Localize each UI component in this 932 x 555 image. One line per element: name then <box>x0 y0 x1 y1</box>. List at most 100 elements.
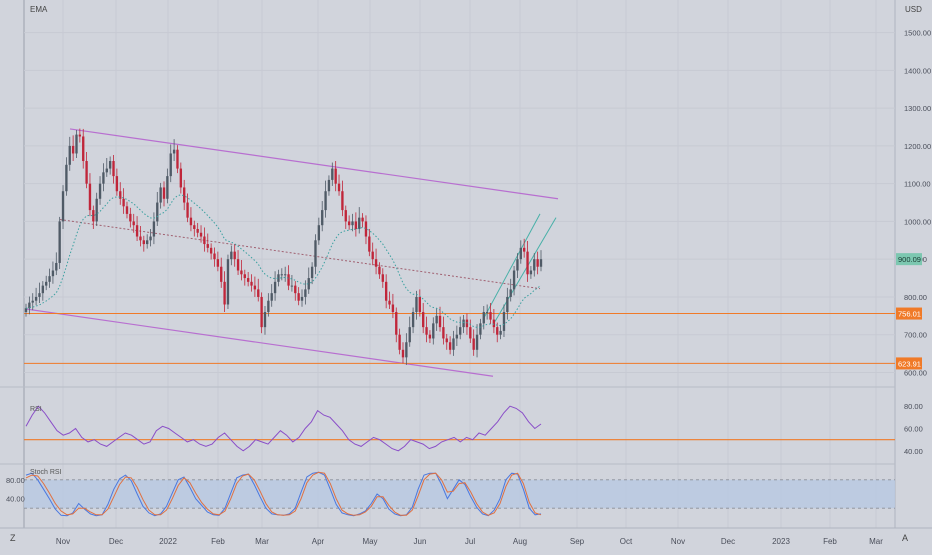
candle-body <box>189 217 193 226</box>
candle-body <box>125 206 129 214</box>
x-tick-label: Oct <box>620 537 633 546</box>
candle-body <box>260 296 263 328</box>
candle-body <box>522 247 526 252</box>
x-tick-label: Nov <box>56 537 70 546</box>
y-tick-label: 800.00 <box>904 293 927 302</box>
candle-body <box>526 251 529 275</box>
candle-body <box>220 266 223 282</box>
candle-body <box>502 312 506 331</box>
candle-body <box>41 285 45 294</box>
candle-body <box>280 274 283 276</box>
candle-body <box>347 221 351 226</box>
candle-body <box>142 240 145 245</box>
candle-body <box>169 153 172 177</box>
candle-body <box>82 136 85 162</box>
candle-body <box>287 274 290 286</box>
candle-body <box>38 293 41 297</box>
candle-body <box>361 217 364 222</box>
candle-body <box>442 327 445 339</box>
candle-body <box>418 296 422 313</box>
candle-body <box>462 319 465 328</box>
x-tick-label: Jun <box>414 537 427 546</box>
candle-body <box>85 161 88 184</box>
candle-body <box>294 285 297 294</box>
candle-body <box>533 259 536 271</box>
y-tick-label: 1300.00 <box>904 104 931 113</box>
x-tick-label: Feb <box>823 537 837 546</box>
candle-body <box>438 315 442 328</box>
candle-body <box>58 221 61 263</box>
timezone-button[interactable]: Z <box>10 533 16 543</box>
candle-body <box>270 293 273 301</box>
candle-body <box>327 179 331 192</box>
last-price-label: 900.09 <box>898 255 921 264</box>
candle-body <box>489 312 492 320</box>
candle-body <box>445 338 448 343</box>
candle-body <box>92 210 95 222</box>
candle-body <box>236 259 240 271</box>
y-tick-label: 700.00 <box>904 331 927 340</box>
candle-body <box>209 247 213 254</box>
rsi-y-tick-label: 60.00 <box>904 425 923 434</box>
candle-body <box>435 315 438 324</box>
candle-body <box>337 183 341 192</box>
candle-body <box>78 134 82 137</box>
candle-body <box>112 161 115 177</box>
candle-body <box>162 187 166 199</box>
channel-median-line <box>59 219 541 290</box>
candle-body <box>307 278 310 290</box>
stoch-y-tick-label: 80.00 <box>6 476 25 485</box>
candle-body <box>132 221 135 226</box>
channel-lower-line <box>25 308 494 377</box>
candle-body <box>95 198 98 222</box>
x-tick-label: Apr <box>312 537 325 546</box>
indicator-label[interactable]: EMA <box>30 5 48 14</box>
auto-scale-button[interactable]: A <box>902 533 909 543</box>
candle-body <box>216 259 220 267</box>
candle-body <box>395 312 398 335</box>
candle-body <box>246 278 250 282</box>
candle-body <box>290 285 294 287</box>
candle-body <box>203 236 206 245</box>
x-tick-label: Dec <box>109 537 123 546</box>
candle-body <box>455 334 459 339</box>
candle-body <box>512 270 516 290</box>
candle-body <box>324 191 327 211</box>
rising-channel-upper <box>482 213 541 320</box>
price-panel[interactable] <box>24 128 895 377</box>
stoch-label: Stoch RSI <box>30 469 62 476</box>
candle-body <box>257 289 260 297</box>
candle-body <box>351 221 354 226</box>
candle-body <box>193 225 196 229</box>
candle-body <box>297 293 300 301</box>
rsi-panel[interactable]: RSI <box>24 405 895 452</box>
last-price-tag <box>896 253 922 266</box>
candle-body <box>364 221 368 237</box>
x-tick-label: 2023 <box>772 537 790 546</box>
x-tick-label: Nov <box>671 537 685 546</box>
candle-body <box>422 312 425 328</box>
candle-body <box>31 300 34 303</box>
candle-body <box>536 259 539 267</box>
candle-body <box>267 300 270 313</box>
rsi-y-tick-label: 80.00 <box>904 402 923 411</box>
candle-body <box>381 274 384 282</box>
candle-body <box>71 145 75 154</box>
x-tick-label: Sep <box>570 537 585 546</box>
candle-body <box>105 168 108 173</box>
candle-body <box>401 349 405 358</box>
axis-layer: Nov Dec 2022 Feb Mar Apr May Jun Jul Aug Sep Oct Nov… <box>6 29 931 546</box>
candle-body <box>384 281 388 301</box>
candle-body <box>206 244 209 248</box>
stoch-rsi-panel[interactable]: Stoch RSI <box>24 469 895 517</box>
rsi-y-tick-label: 40.00 <box>904 447 923 456</box>
candle-body <box>51 270 55 277</box>
candle-body <box>398 334 401 350</box>
x-tick-label: Aug <box>513 537 527 546</box>
candle-body <box>475 334 479 350</box>
candle-body <box>129 213 132 222</box>
candle-body <box>432 323 435 339</box>
candle-body <box>415 296 418 313</box>
candle-body <box>122 198 125 207</box>
